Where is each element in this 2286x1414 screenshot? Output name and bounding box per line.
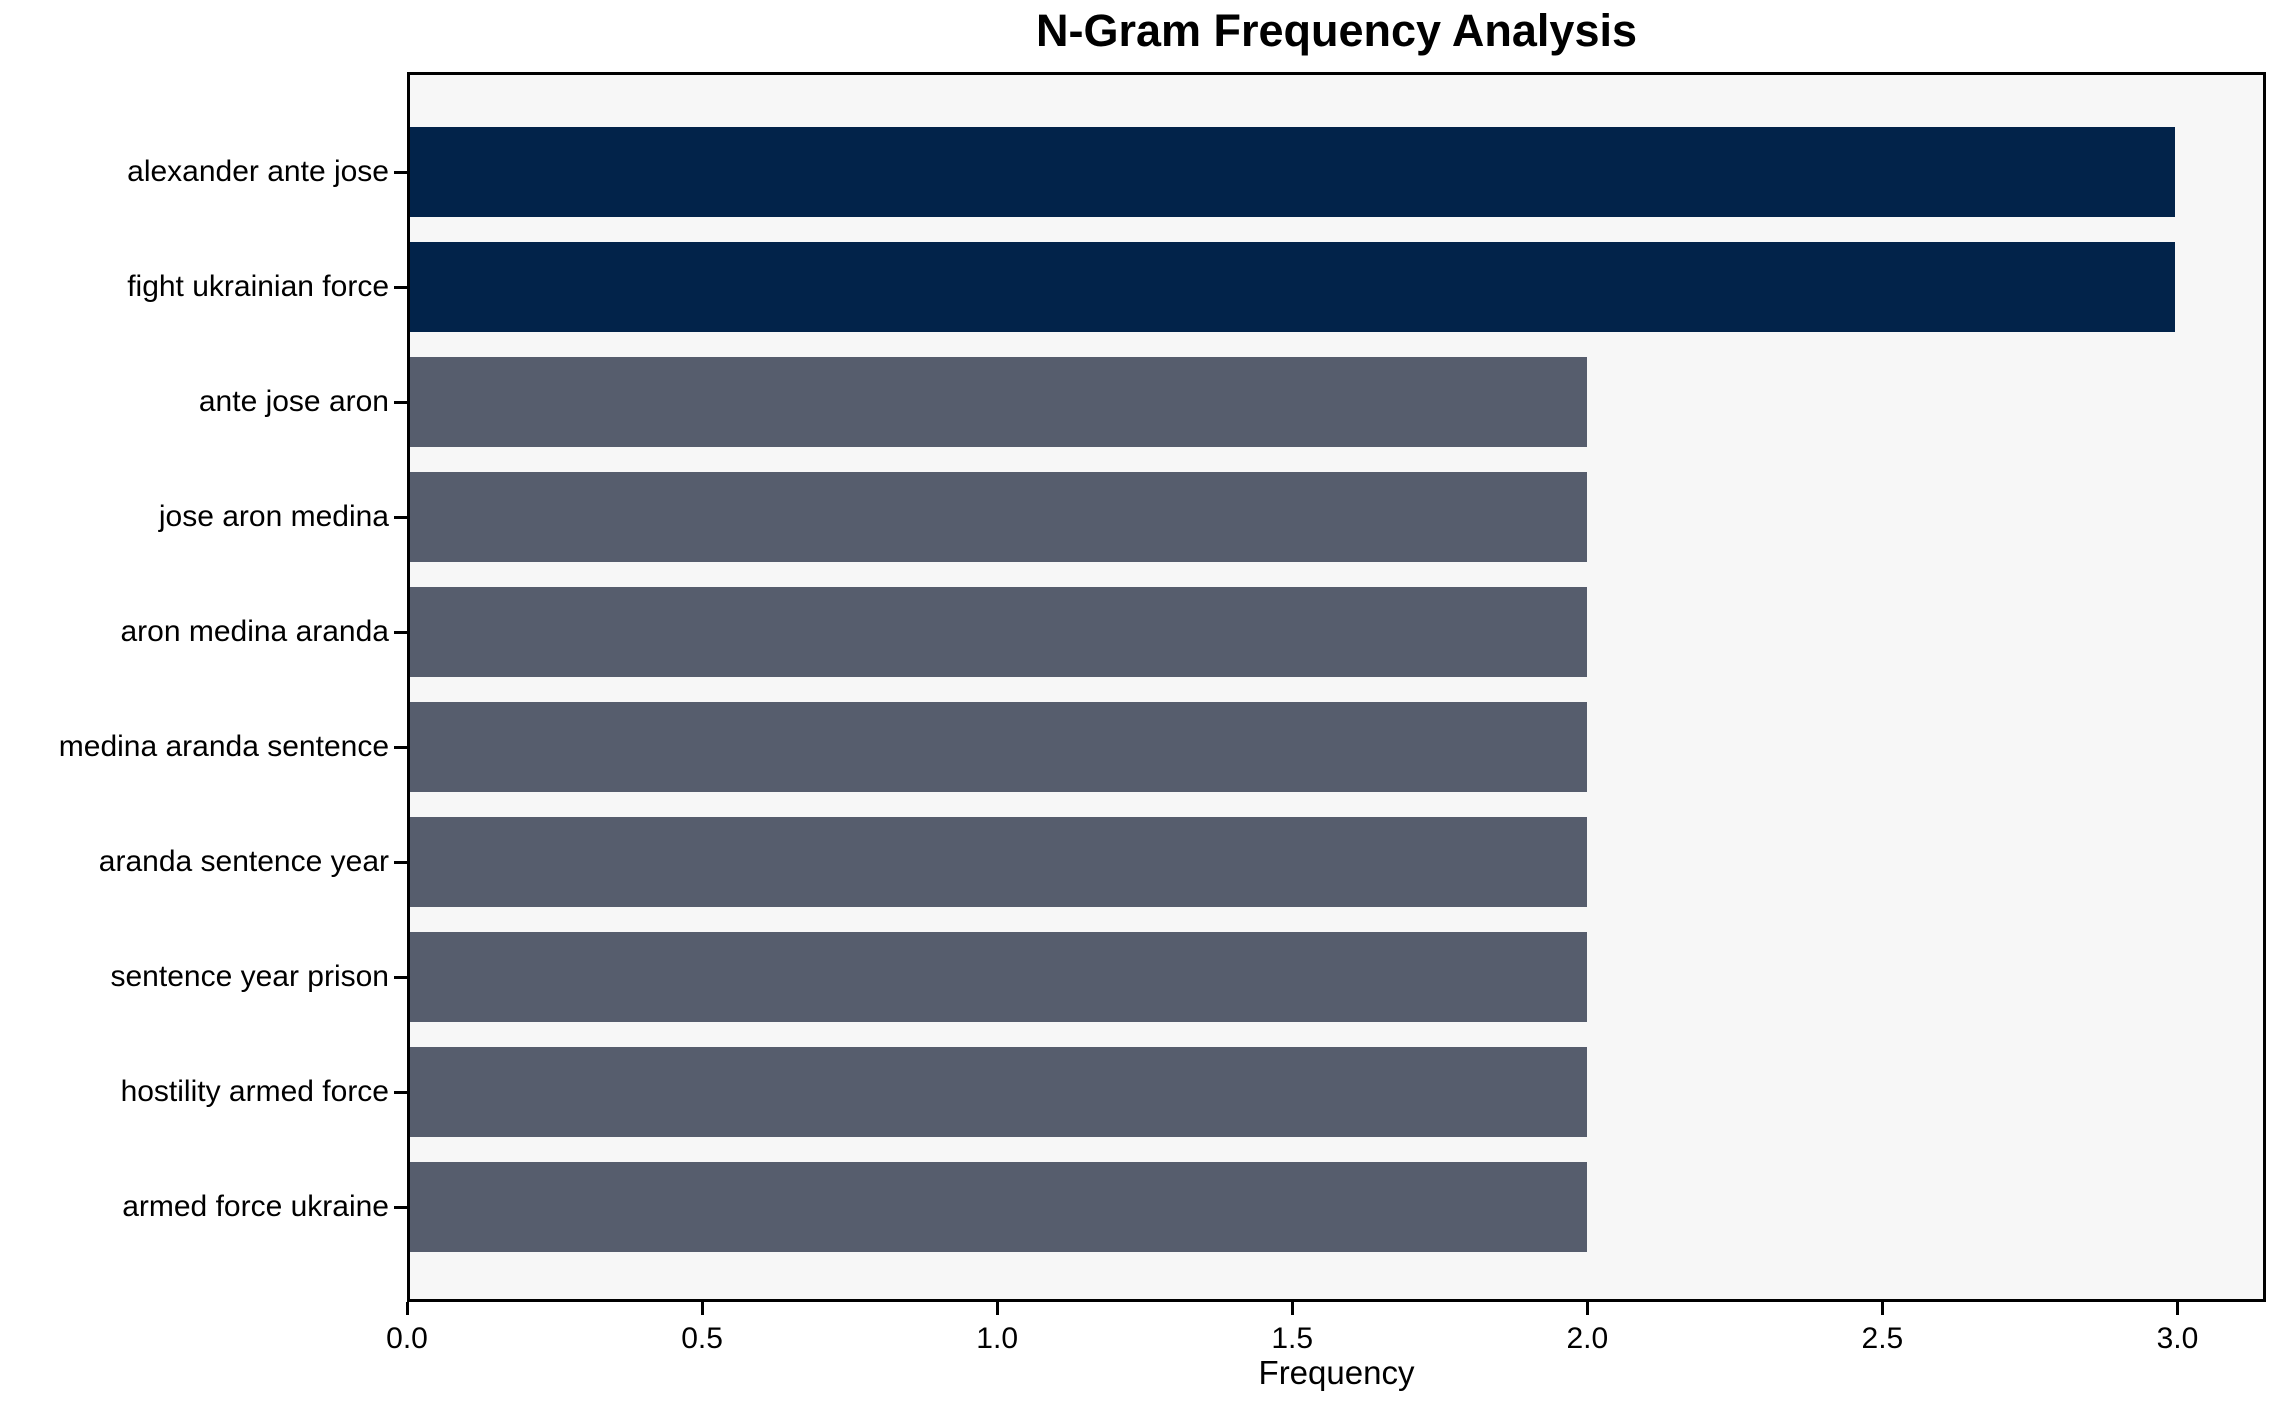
y-tick [394,745,407,749]
y-tick-label: aron medina aranda [120,615,389,648]
x-tick-label: 0.0 [386,1322,428,1355]
y-tick-label: aranda sentence year [98,845,389,878]
x-tick-label: 2.5 [1861,1322,1904,1355]
x-tick-label: 1.0 [976,1322,1019,1355]
x-tick-label: 3.0 [2156,1322,2199,1355]
y-tick-label: medina aranda sentence [58,730,389,763]
y-tick-label: armed force ukraine [122,1190,389,1223]
plot-area [407,72,2266,1302]
x-tick [1585,1302,1589,1315]
chart-title: N-Gram Frequency Analysis [1035,5,1638,56]
bar [410,1047,1587,1137]
y-tick-label: fight ukrainian force [127,270,389,303]
y-tick [394,285,407,289]
y-tick [394,515,407,519]
y-tick [394,860,407,864]
x-tick-label: 1.5 [1271,1322,1314,1355]
bar [410,817,1587,907]
bar [410,587,1587,677]
y-tick [394,170,407,174]
x-tick [700,1302,704,1315]
bar [410,932,1587,1022]
y-tick-label: jose aron medina [158,500,389,533]
y-tick [394,1090,407,1094]
x-tick [2175,1302,2179,1315]
y-tick-label: ante jose aron [198,385,389,418]
bar [410,242,2175,332]
x-tick [1880,1302,1884,1315]
bar [410,472,1587,562]
y-tick-label: hostility armed force [120,1075,389,1108]
y-tick [394,975,407,979]
y-tick-label: alexander ante jose [127,155,389,188]
bar [410,1162,1587,1252]
y-tick-label: sentence year prison [110,960,390,993]
bar [410,127,2175,217]
bar [410,702,1587,792]
x-tick [1290,1302,1294,1315]
x-tick [995,1302,999,1315]
x-tick [405,1302,409,1315]
x-tick-label: 2.0 [1566,1322,1609,1355]
y-tick [394,1205,407,1209]
y-tick [394,400,407,404]
x-axis-label: Frequency [1258,1354,1415,1391]
x-tick-label: 0.5 [681,1322,723,1355]
bar [410,357,1587,447]
y-tick [394,630,407,634]
